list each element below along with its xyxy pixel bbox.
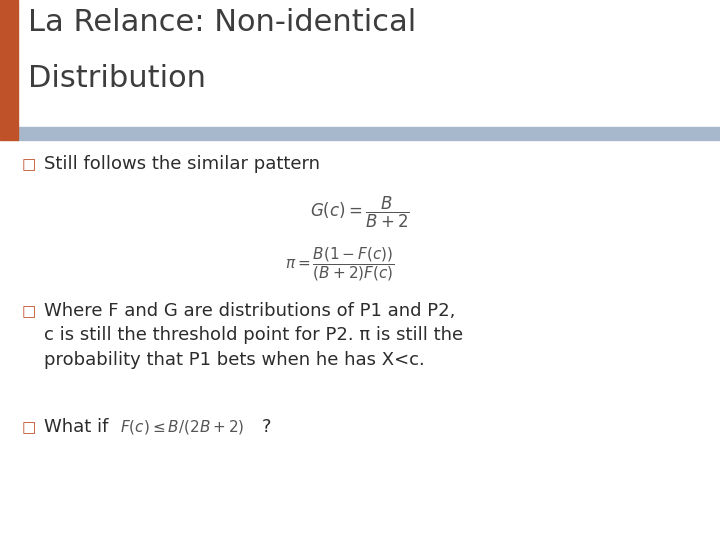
Text: La Relance: Non-identical: La Relance: Non-identical [28, 8, 416, 37]
Text: Where F and G are distributions of P1 and P2,
c is still the threshold point for: Where F and G are distributions of P1 an… [44, 302, 463, 369]
Text: □: □ [22, 304, 37, 319]
Text: $\pi = \dfrac{B(1-F(c))}{(B+2)F(c)}$: $\pi = \dfrac{B(1-F(c))}{(B+2)F(c)}$ [285, 245, 395, 283]
Text: □: □ [22, 157, 37, 172]
Bar [0, 0, 18, 140]
Text: $G(c) = \dfrac{B}{B+2}$: $G(c) = \dfrac{B}{B+2}$ [310, 195, 410, 230]
Text: □: □ [22, 420, 37, 435]
Text: Distribution: Distribution [28, 64, 206, 93]
Text: ?: ? [262, 418, 271, 436]
Text: Still follows the similar pattern: Still follows the similar pattern [44, 155, 320, 173]
Text: $F(c) \leq B/(2B+2)$: $F(c) \leq B/(2B+2)$ [120, 418, 245, 436]
Bar [18, 127, 720, 140]
Text: What if: What if [44, 418, 109, 436]
